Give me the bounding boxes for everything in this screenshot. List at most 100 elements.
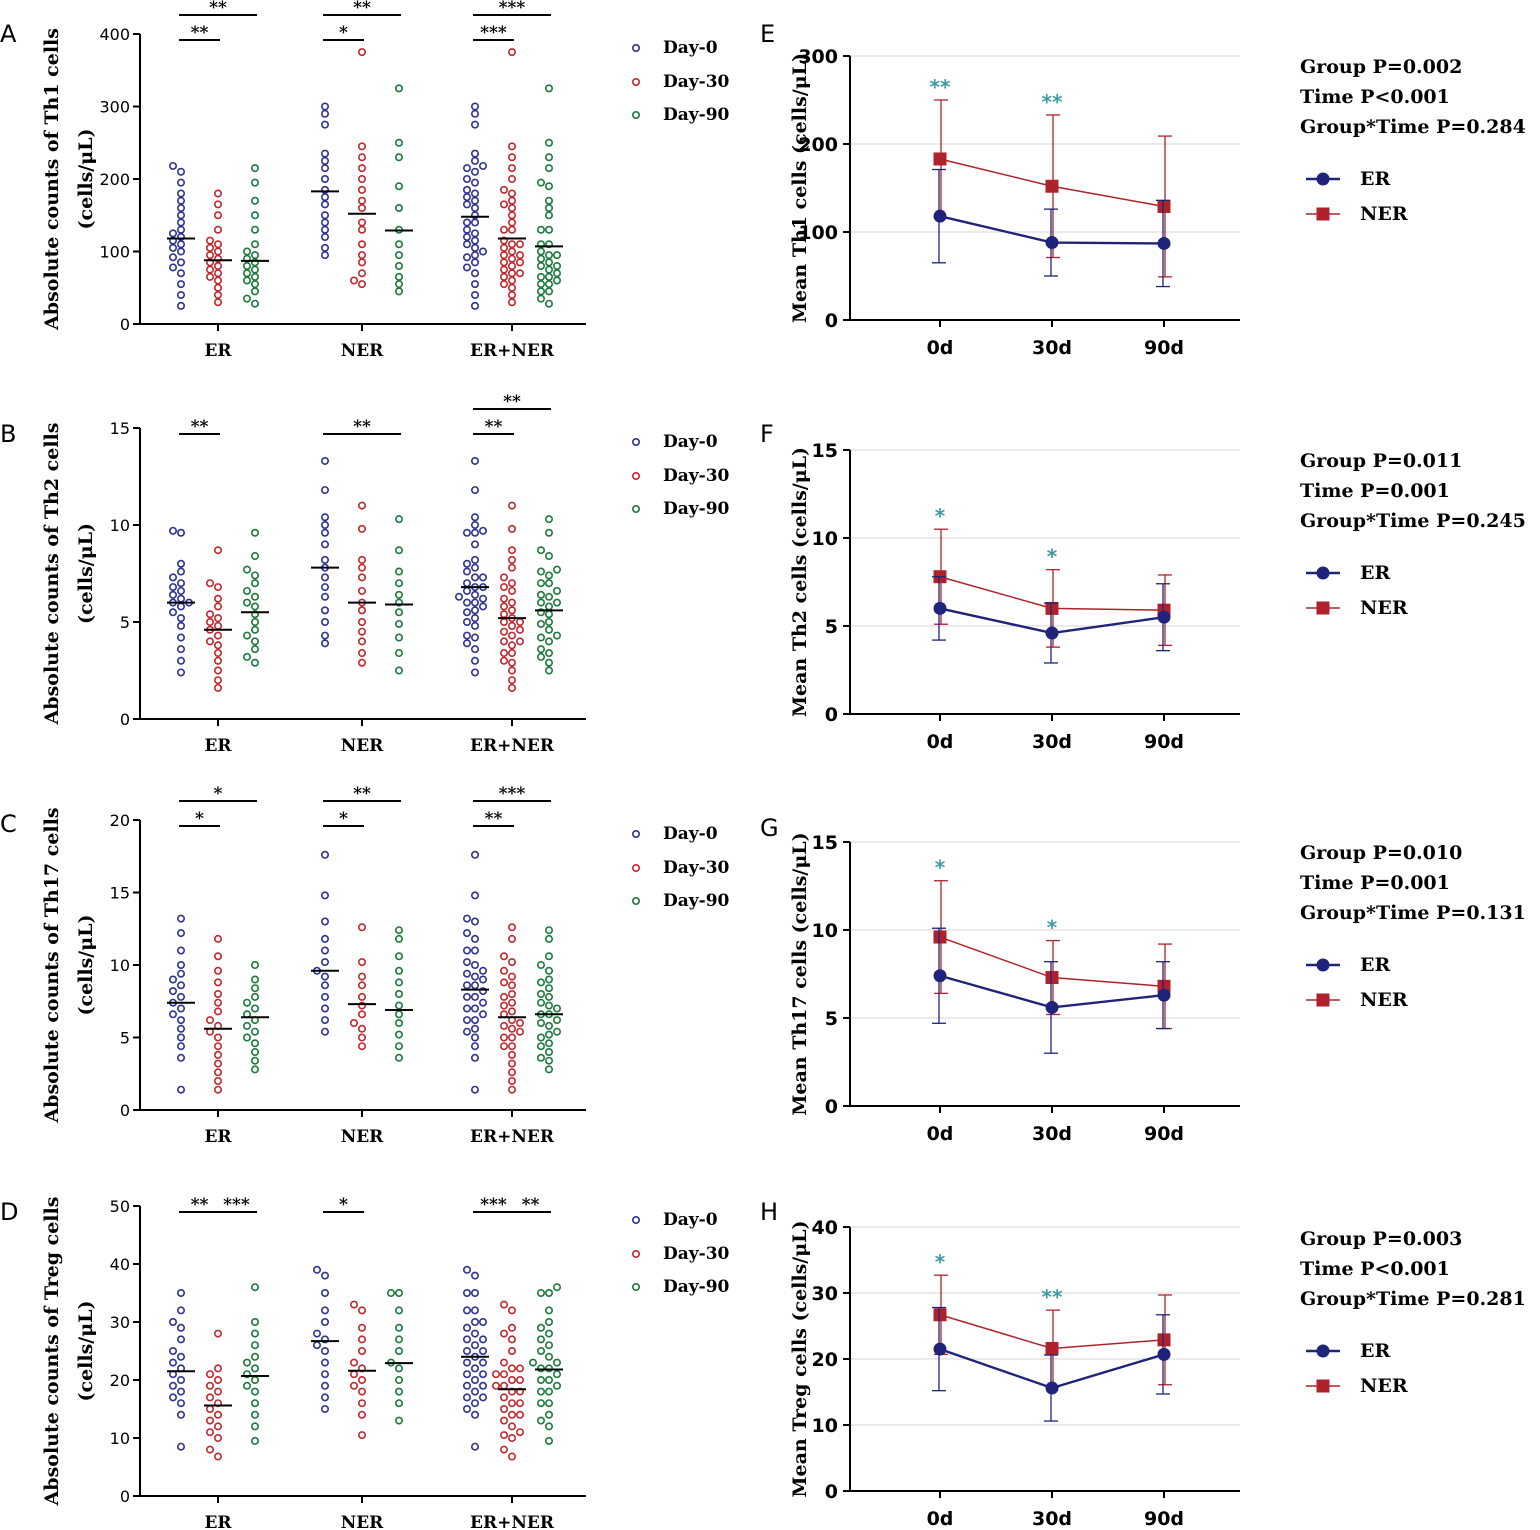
data-point <box>499 225 508 234</box>
data-point <box>470 656 479 665</box>
data-point <box>544 272 553 281</box>
data-point <box>470 1399 479 1408</box>
data-point <box>206 272 215 281</box>
data-point <box>470 301 479 310</box>
x-group-label: ER+NER <box>470 341 555 361</box>
y-axis-title: Absolute counts of Th1 cells <box>41 28 63 331</box>
data-point <box>320 175 329 184</box>
data-point <box>507 524 516 533</box>
y-tick-label: 15 <box>812 832 838 854</box>
data-point <box>357 972 366 981</box>
data-point <box>243 1381 252 1390</box>
data-point <box>507 1024 516 1033</box>
data-point <box>394 598 403 607</box>
y-tick-label: 300 <box>99 98 130 117</box>
data-point <box>507 579 516 588</box>
data-point <box>499 1329 508 1338</box>
data-point <box>243 1370 252 1379</box>
data-point <box>169 1318 178 1327</box>
data-point <box>478 1318 487 1327</box>
data-point <box>462 233 471 242</box>
data-point <box>499 978 508 987</box>
data-point <box>544 1065 553 1074</box>
y-tick-label: 15 <box>110 419 130 438</box>
data-point <box>470 229 479 238</box>
data-point <box>470 1016 479 1025</box>
data-point <box>507 598 516 607</box>
data-point <box>499 200 508 209</box>
data-point <box>507 1068 516 1077</box>
data-point <box>491 1370 500 1379</box>
data-point <box>169 987 178 996</box>
data-point <box>214 189 223 198</box>
data-point <box>214 1033 223 1042</box>
data-point <box>507 1434 516 1443</box>
data-point <box>320 1381 329 1390</box>
data-point <box>536 1376 545 1385</box>
data-point <box>470 1364 479 1373</box>
data-point <box>544 164 553 173</box>
data-point <box>462 1381 471 1390</box>
significance-label: *** <box>480 23 507 43</box>
data-point <box>536 1347 545 1356</box>
data-point <box>357 627 366 636</box>
data-point <box>251 272 260 281</box>
data-point <box>357 185 366 194</box>
data-point <box>169 590 178 599</box>
data-point <box>251 1329 260 1338</box>
data-point <box>552 586 561 595</box>
data-point <box>206 1405 215 1414</box>
data-point <box>552 1283 561 1292</box>
data-point <box>357 501 366 510</box>
data-point <box>394 1042 403 1051</box>
data-point <box>251 552 260 561</box>
data-marker-er <box>1157 236 1171 250</box>
data-point <box>544 251 553 260</box>
data-point <box>507 658 516 667</box>
data-point <box>251 1056 260 1065</box>
data-point <box>491 1381 500 1390</box>
data-point <box>544 1436 553 1445</box>
data-point <box>507 683 516 692</box>
data-point <box>462 253 471 262</box>
legend-label: Day-30 <box>663 466 730 486</box>
data-point <box>177 668 186 677</box>
data-point <box>499 649 508 658</box>
data-point <box>470 120 479 129</box>
data-point <box>177 290 186 299</box>
data-point <box>499 637 508 646</box>
data-point <box>470 1410 479 1419</box>
data-point <box>177 1033 186 1042</box>
data-point <box>462 567 471 576</box>
data-point <box>169 236 178 245</box>
significance-label: ** <box>353 417 371 437</box>
data-point <box>394 1306 403 1315</box>
legend-label: Day-0 <box>663 432 718 452</box>
data-point <box>536 645 545 654</box>
legend-label: Day-0 <box>663 38 718 58</box>
data-point <box>214 211 223 220</box>
legend-label: NER <box>1360 989 1408 1011</box>
data-point <box>320 109 329 118</box>
data-point <box>320 120 329 129</box>
data-point <box>214 546 223 555</box>
data-point <box>251 287 260 296</box>
data-point <box>357 1306 366 1315</box>
x-group-label: NER <box>341 736 384 756</box>
data-point <box>499 185 508 194</box>
panel-b: B 0 5 10 15 Absolute counts of Th2 cells (cell… <box>0 392 730 756</box>
data-point <box>357 251 366 260</box>
data-point <box>214 1059 223 1068</box>
data-point <box>169 243 178 252</box>
data-point <box>251 1065 260 1074</box>
data-point <box>499 243 508 252</box>
data-point <box>544 552 553 561</box>
data-point <box>357 923 366 932</box>
data-point <box>177 602 186 611</box>
data-point <box>251 1399 260 1408</box>
x-tick-label: 0d <box>927 731 954 753</box>
data-point <box>544 1306 553 1315</box>
data-point <box>507 1399 516 1408</box>
data-point <box>251 602 260 611</box>
data-point <box>552 565 561 574</box>
